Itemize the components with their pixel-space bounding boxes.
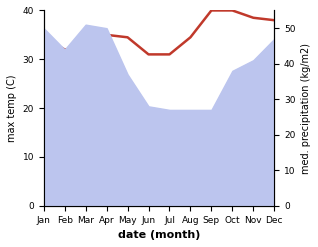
Y-axis label: max temp (C): max temp (C) <box>7 74 17 142</box>
Y-axis label: med. precipitation (kg/m2): med. precipitation (kg/m2) <box>301 43 311 174</box>
X-axis label: date (month): date (month) <box>118 230 200 240</box>
